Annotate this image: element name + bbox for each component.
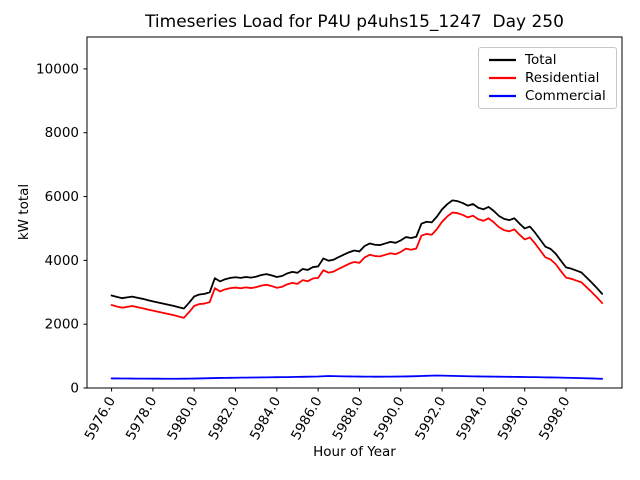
- residential-line-swatch: [489, 76, 516, 80]
- y-tick-label: 2000: [45, 317, 79, 333]
- x-tick-label: 5984.0: [247, 394, 284, 443]
- legend: Total Residential Commercial: [478, 47, 617, 109]
- total-line-swatch: [489, 58, 516, 62]
- legend-label-commercial: Commercial: [525, 88, 606, 104]
- legend-item-residential: Residential: [489, 70, 616, 86]
- x-tick-label: 5978.0: [123, 394, 160, 443]
- chart-title: Timeseries Load for P4U p4uhs15_1247 Day…: [145, 12, 564, 32]
- x-tick-label: 5992.0: [412, 394, 449, 443]
- x-tick-label: 5990.0: [371, 394, 408, 443]
- y-tick-label: 4000: [45, 253, 79, 269]
- y-tick-label: 0: [70, 381, 79, 397]
- series-line-commercial: [110, 374, 604, 380]
- x-tick-label: 5982.0: [206, 394, 243, 443]
- x-tick-label: 5988.0: [329, 394, 366, 443]
- x-axis-label: Hour of Year: [313, 444, 396, 460]
- commercial-line-swatch: [489, 94, 516, 98]
- y-tick-label: 6000: [45, 189, 79, 205]
- x-tick-label: 5996.0: [495, 394, 532, 443]
- legend-label-residential: Residential: [525, 70, 600, 86]
- x-tick-label: 5986.0: [288, 394, 325, 443]
- legend-item-total: Total: [489, 52, 616, 68]
- y-tick-label: 8000: [45, 125, 79, 141]
- legend-item-commercial: Commercial: [489, 88, 616, 104]
- series-line-total: [110, 199, 604, 310]
- x-tick-label: 5998.0: [536, 394, 573, 443]
- y-tick-label: 10000: [36, 61, 79, 77]
- x-tick-label: 5994.0: [453, 394, 490, 443]
- x-tick-label: 5976.0: [82, 394, 119, 443]
- axes-frame: [86, 36, 623, 389]
- legend-label-total: Total: [525, 52, 557, 68]
- x-tick-label: 5980.0: [164, 394, 201, 443]
- series-line-residential: [110, 211, 604, 319]
